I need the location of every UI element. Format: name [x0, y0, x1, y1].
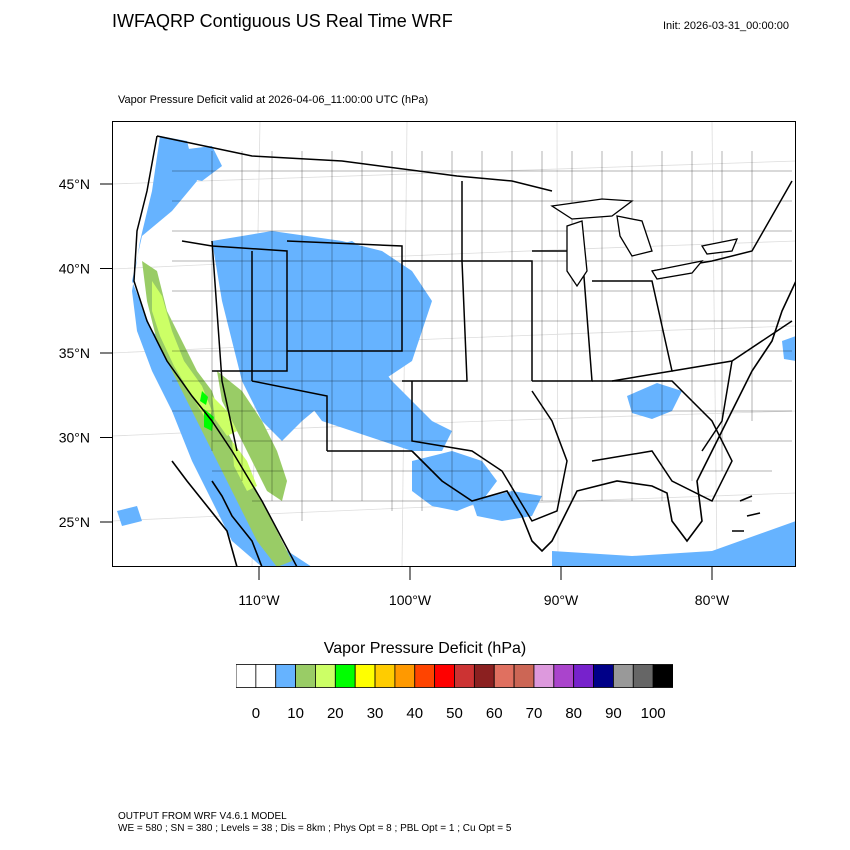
legend-swatch: [334, 664, 356, 688]
state-borders: [133, 135, 793, 567]
legend-tick-label: 0: [252, 705, 260, 722]
lon-label-90: 90°W: [544, 592, 579, 608]
legend-colorbar: [236, 664, 673, 688]
legend-swatch: [275, 664, 296, 688]
legend-swatch: [553, 664, 575, 688]
vpd-shading: [117, 136, 796, 567]
init-time-label: Init: 2026-03-31_00:00:00: [663, 20, 789, 32]
lat-label-35: 35°N: [59, 345, 90, 361]
lat-label-30: 30°N: [59, 430, 90, 446]
legend-swatch: [533, 664, 555, 688]
map-title: IWFAQRP Contiguous US Real Time WRF: [112, 11, 453, 31]
legend-tick-label: 40: [406, 705, 423, 722]
legend-tick-label: 60: [486, 705, 503, 722]
legend-swatch: [493, 664, 515, 688]
legend-tick-label: 90: [605, 705, 622, 722]
legend-swatch: [593, 664, 614, 688]
map-svg: [112, 121, 796, 567]
legend-swatch: [454, 664, 475, 688]
legend-swatch: [513, 664, 535, 688]
legend-swatch: [473, 664, 495, 688]
legend-tick-label: 80: [565, 705, 582, 722]
map-border: [112, 121, 796, 567]
model-footer-line-2: WE = 580 ; SN = 380 ; Levels = 38 ; Dis …: [118, 823, 512, 834]
legend-swatch: [394, 664, 416, 688]
lat-label-40: 40°N: [59, 261, 90, 277]
model-footer-line-1: OUTPUT FROM WRF V4.6.1 MODEL: [118, 811, 287, 822]
legend-swatch: [236, 664, 257, 688]
legend-swatch: [613, 664, 634, 688]
legend-swatch: [632, 664, 654, 688]
legend-swatch: [295, 664, 316, 688]
lon-label-100: 100°W: [389, 592, 432, 608]
legend-swatch: [255, 664, 277, 688]
legend-tick-labels: 0 10 20 30 40 50 60 70 80 90 100: [252, 705, 666, 722]
lon-label-110: 110°W: [238, 592, 280, 608]
legend-swatch: [573, 664, 594, 688]
great-lakes: [550, 198, 739, 288]
coastlines: [171, 280, 796, 567]
legend-swatch: [434, 664, 455, 688]
legend-tick-label: 10: [287, 705, 304, 722]
legend-tick-label: 20: [327, 705, 344, 722]
lat-label-25: 25°N: [59, 514, 90, 530]
legend-swatch: [354, 664, 376, 688]
lon-label-80: 80°W: [695, 592, 730, 608]
legend-tick-label: 70: [526, 705, 543, 722]
county-borders: [172, 151, 792, 521]
legend-title: Vapor Pressure Deficit (hPa): [323, 640, 527, 657]
legend-swatch: [374, 664, 396, 688]
lat-label-45: 45°N: [59, 176, 90, 192]
legend-swatch: [315, 664, 336, 688]
legend-swatch: [414, 664, 436, 688]
map-panel[interactable]: [112, 121, 796, 567]
legend-tick-label: 100: [641, 705, 666, 722]
legend-tick-label: 30: [367, 705, 384, 722]
legend-swatch: [652, 664, 673, 688]
map-subtitle: Vapor Pressure Deficit valid at 2026-04-…: [118, 94, 429, 106]
legend-tick-label: 50: [446, 705, 463, 722]
